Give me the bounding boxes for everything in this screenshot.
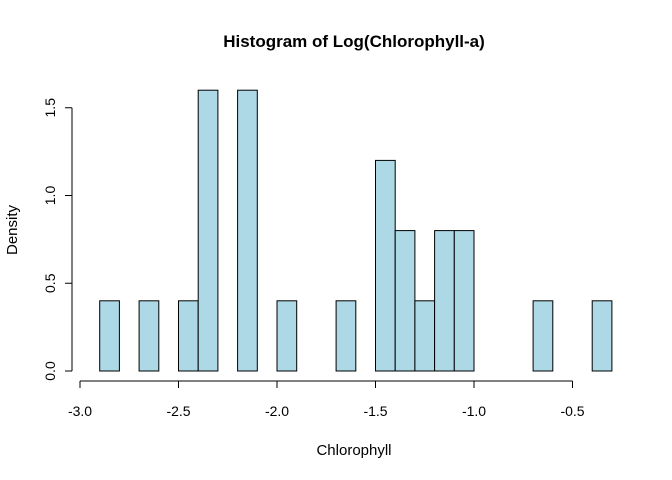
histogram-bar xyxy=(591,300,613,372)
x-tick-label: -2.0 xyxy=(265,403,289,419)
x-tick-label: -0.5 xyxy=(560,403,584,419)
histogram-bar xyxy=(237,89,258,372)
histogram-bar xyxy=(178,300,199,372)
y-axis-label: Density xyxy=(4,204,21,255)
histogram-bar xyxy=(414,300,436,372)
histogram-bar xyxy=(99,300,120,372)
histogram-bar xyxy=(434,230,455,372)
x-axis-label: Chlorophyll xyxy=(316,442,391,459)
y-tick-label: 1.0 xyxy=(42,186,58,206)
histogram-bar xyxy=(394,230,416,372)
y-axis: 0.0 0.5 1.0 1.5 xyxy=(42,98,73,381)
histogram-bar xyxy=(197,89,219,372)
histogram-bar xyxy=(276,300,298,372)
chart-title: Histogram of Log(Chlorophyll-a) xyxy=(223,32,485,51)
histogram-bars xyxy=(99,89,613,372)
y-tick-label: 0.0 xyxy=(42,361,58,381)
histogram-bar xyxy=(453,230,475,372)
histogram-bar xyxy=(532,300,554,372)
x-tick-label: -1.5 xyxy=(363,403,387,419)
x-tick-label: -1.0 xyxy=(462,403,486,419)
x-axis: -3.0 -2.5 -2.0 -1.5 -1.0 -0.5 xyxy=(68,380,585,419)
y-tick-label: 0.5 xyxy=(42,273,58,293)
y-tick-label: 1.5 xyxy=(42,98,58,118)
x-tick-label: -3.0 xyxy=(68,403,92,419)
histogram-bar xyxy=(138,300,160,372)
histogram-bar xyxy=(375,159,396,372)
x-tick-label: -2.5 xyxy=(166,403,190,419)
histogram-bar xyxy=(335,300,357,372)
